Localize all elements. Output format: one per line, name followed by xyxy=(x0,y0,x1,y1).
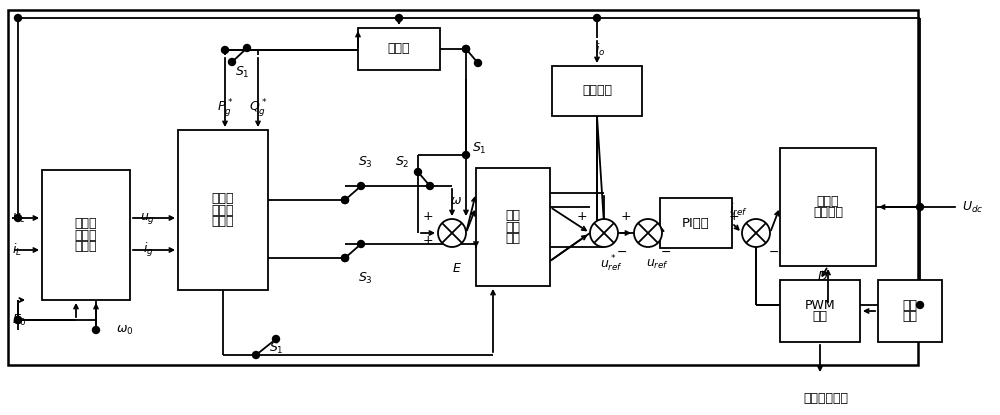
Text: $i_L$: $i_L$ xyxy=(12,242,22,258)
Circle shape xyxy=(14,317,22,324)
Text: −: − xyxy=(661,246,671,259)
Text: 压参考: 压参考 xyxy=(212,203,234,217)
Circle shape xyxy=(14,317,22,324)
Text: 虚拟阻抗: 虚拟阻抗 xyxy=(582,85,612,98)
Circle shape xyxy=(342,254,349,261)
Circle shape xyxy=(594,229,600,237)
Text: $i_{ref}$: $i_{ref}$ xyxy=(729,202,748,218)
Text: PI控制: PI控制 xyxy=(682,217,710,229)
Text: −: − xyxy=(769,246,779,259)
Circle shape xyxy=(475,59,482,66)
Text: $U_{dc}$: $U_{dc}$ xyxy=(962,200,983,215)
FancyBboxPatch shape xyxy=(660,198,732,248)
Circle shape xyxy=(396,15,402,22)
FancyBboxPatch shape xyxy=(476,168,550,286)
Circle shape xyxy=(462,46,470,53)
Text: +: + xyxy=(729,210,739,222)
Circle shape xyxy=(342,196,349,203)
Circle shape xyxy=(415,168,422,176)
Text: 三角: 三角 xyxy=(902,299,918,312)
Text: 电压: 电压 xyxy=(506,220,520,234)
FancyBboxPatch shape xyxy=(552,66,642,116)
Text: 量生成: 量生成 xyxy=(212,215,234,228)
Text: $\omega_0$: $\omega_0$ xyxy=(116,323,134,337)
Text: $D$: $D$ xyxy=(817,269,829,283)
Circle shape xyxy=(272,335,280,342)
FancyBboxPatch shape xyxy=(42,170,130,300)
Circle shape xyxy=(252,352,260,359)
Text: $\omega$: $\omega$ xyxy=(450,193,462,207)
Text: $i_o$: $i_o$ xyxy=(595,42,605,58)
Circle shape xyxy=(358,183,364,190)
Circle shape xyxy=(590,219,618,247)
Text: $S_1$: $S_1$ xyxy=(472,140,487,156)
Circle shape xyxy=(462,151,470,159)
Circle shape xyxy=(244,44,250,51)
Text: $Q_g^*$: $Q_g^*$ xyxy=(249,97,267,119)
Circle shape xyxy=(634,219,662,247)
Text: $P_g^*$: $P_g^*$ xyxy=(217,97,233,119)
Text: $S_3$: $S_3$ xyxy=(358,271,373,286)
Text: 载波: 载波 xyxy=(902,310,918,323)
FancyBboxPatch shape xyxy=(178,130,268,290)
Circle shape xyxy=(222,46,228,54)
Text: 驱动保护电路: 驱动保护电路 xyxy=(804,391,848,405)
Text: −: − xyxy=(617,246,627,259)
FancyBboxPatch shape xyxy=(358,28,440,70)
Circle shape xyxy=(14,15,22,22)
Text: 量生成: 量生成 xyxy=(75,240,97,253)
Circle shape xyxy=(916,302,924,308)
Text: +: + xyxy=(577,210,587,222)
Circle shape xyxy=(644,229,652,237)
Text: 参考: 参考 xyxy=(506,209,520,222)
Text: 无差拍: 无差拍 xyxy=(817,195,839,208)
FancyBboxPatch shape xyxy=(878,280,942,342)
Text: 压参考: 压参考 xyxy=(75,229,97,242)
Text: 预同步: 预同步 xyxy=(388,42,410,56)
Circle shape xyxy=(438,219,466,247)
Circle shape xyxy=(742,219,770,247)
Text: $S_1$: $S_1$ xyxy=(269,340,283,356)
Circle shape xyxy=(358,241,364,247)
Circle shape xyxy=(426,183,434,190)
Text: $E_0$: $E_0$ xyxy=(12,312,27,327)
Circle shape xyxy=(228,59,236,66)
Text: +: + xyxy=(423,210,433,222)
Text: $i_g$: $i_g$ xyxy=(143,241,153,259)
Text: $u_c$: $u_c$ xyxy=(12,212,27,225)
Text: $S_1$: $S_1$ xyxy=(235,64,249,80)
Text: $u_{ref}$: $u_{ref}$ xyxy=(646,257,670,271)
Text: +: + xyxy=(423,234,433,247)
Text: 调制: 调制 xyxy=(812,310,828,323)
Text: $u_g$: $u_g$ xyxy=(140,210,156,225)
Circle shape xyxy=(594,15,600,22)
Text: $E$: $E$ xyxy=(452,261,462,274)
Circle shape xyxy=(342,254,349,261)
Text: $S_2$: $S_2$ xyxy=(395,154,410,170)
FancyBboxPatch shape xyxy=(780,280,860,342)
Text: PWM: PWM xyxy=(805,299,835,312)
Circle shape xyxy=(916,203,924,210)
Circle shape xyxy=(342,196,349,203)
FancyBboxPatch shape xyxy=(780,148,876,266)
Text: +: + xyxy=(621,210,631,222)
Text: 电流控制: 电流控制 xyxy=(813,206,843,219)
Text: $S_3$: $S_3$ xyxy=(358,154,373,170)
Text: 并网电: 并网电 xyxy=(212,192,234,205)
Text: $u_{ref}^*$: $u_{ref}^*$ xyxy=(600,254,624,274)
Text: 孤岛电: 孤岛电 xyxy=(75,217,97,230)
Text: 合成: 合成 xyxy=(506,232,520,245)
Circle shape xyxy=(14,215,22,222)
Circle shape xyxy=(462,46,470,53)
Circle shape xyxy=(92,327,100,334)
